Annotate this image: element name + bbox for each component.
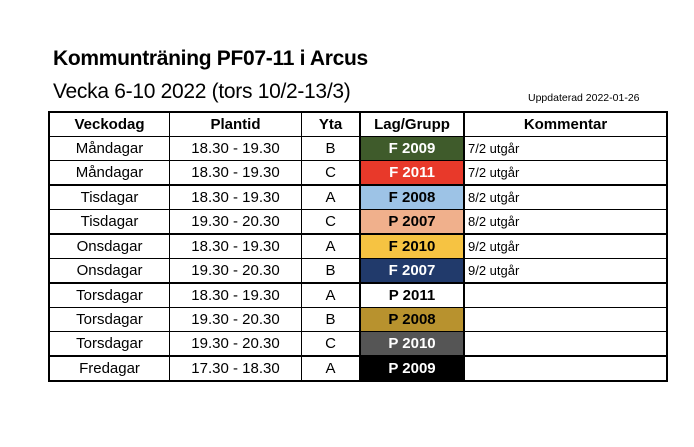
day-cell: Fredagar <box>48 355 170 382</box>
comment-cell: 8/2 utgår <box>463 184 668 210</box>
page-subtitle: Vecka 6-10 2022 (tors 10/2-13/3) <box>53 80 351 103</box>
team-cell: F 2009 <box>359 136 465 161</box>
team-cell: F 2008 <box>359 184 465 210</box>
day-cell: Tisdagar <box>48 209 170 235</box>
area-cell: B <box>301 136 361 161</box>
header-team: Lag/Grupp <box>359 111 465 137</box>
area-cell: A <box>301 282 361 308</box>
time-cell: 18.30 - 19.30 <box>169 282 302 308</box>
header-comment: Kommentar <box>463 111 668 137</box>
updated-date: Uppdaterad 2022-01-26 <box>528 92 640 104</box>
area-cell: A <box>301 233 361 259</box>
area-cell: C <box>301 209 361 235</box>
table-row: Torsdagar 18.30 - 19.30 A P 2011 <box>48 282 668 308</box>
table-row: Onsdagar 19.30 - 20.30 B F 2007 9/2 utgår <box>48 258 668 284</box>
time-cell: 18.30 - 19.30 <box>169 136 302 161</box>
header-time: Plantid <box>169 111 302 137</box>
day-cell: Onsdagar <box>48 258 170 284</box>
day-cell: Måndagar <box>48 160 170 186</box>
time-cell: 19.30 - 20.30 <box>169 331 302 357</box>
page-title: Kommunträning PF07-11 i Arcus <box>53 47 368 70</box>
area-cell: B <box>301 307 361 332</box>
area-cell: A <box>301 184 361 210</box>
team-cell: P 2007 <box>359 209 465 235</box>
time-cell: 19.30 - 20.30 <box>169 307 302 332</box>
time-cell: 18.30 - 19.30 <box>169 160 302 186</box>
comment-cell: 8/2 utgår <box>463 209 668 235</box>
header-area: Yta <box>301 111 361 137</box>
comment-cell <box>463 282 668 308</box>
team-cell: P 2011 <box>359 282 465 308</box>
area-cell: A <box>301 355 361 382</box>
team-cell: P 2008 <box>359 307 465 332</box>
day-cell: Onsdagar <box>48 233 170 259</box>
header-day: Veckodag <box>48 111 170 137</box>
comment-cell: 9/2 utgår <box>463 233 668 259</box>
area-cell: C <box>301 331 361 357</box>
table-row: Fredagar 17.30 - 18.30 A P 2009 <box>48 355 668 382</box>
day-cell: Torsdagar <box>48 331 170 357</box>
time-cell: 19.30 - 20.30 <box>169 209 302 235</box>
comment-cell: 7/2 utgår <box>463 136 668 161</box>
team-cell: F 2010 <box>359 233 465 259</box>
team-cell: F 2011 <box>359 160 465 186</box>
schedule-table: Veckodag Plantid Yta Lag/Grupp Kommentar… <box>48 111 668 382</box>
comment-cell <box>463 331 668 357</box>
comment-cell <box>463 307 668 332</box>
table-row: Onsdagar 18.30 - 19.30 A F 2010 9/2 utgår <box>48 233 668 259</box>
day-cell: Torsdagar <box>48 282 170 308</box>
comment-cell: 7/2 utgår <box>463 160 668 186</box>
table-row: Torsdagar 19.30 - 20.30 C P 2010 <box>48 331 668 357</box>
day-cell: Tisdagar <box>48 184 170 210</box>
header-row: Veckodag Plantid Yta Lag/Grupp Kommentar <box>48 111 668 137</box>
day-cell: Torsdagar <box>48 307 170 332</box>
comment-cell <box>463 355 668 382</box>
area-cell: B <box>301 258 361 284</box>
table-row: Tisdagar 18.30 - 19.30 A F 2008 8/2 utgår <box>48 184 668 210</box>
comment-cell: 9/2 utgår <box>463 258 668 284</box>
table-row: Måndagar 18.30 - 19.30 C F 2011 7/2 utgår <box>48 160 668 186</box>
time-cell: 19.30 - 20.30 <box>169 258 302 284</box>
table-row: Måndagar 18.30 - 19.30 B F 2009 7/2 utgår <box>48 136 668 161</box>
table-row: Tisdagar 19.30 - 20.30 C P 2007 8/2 utgår <box>48 209 668 235</box>
team-cell: P 2010 <box>359 331 465 357</box>
team-cell: P 2009 <box>359 355 465 382</box>
table-row: Torsdagar 19.30 - 20.30 B P 2008 <box>48 307 668 332</box>
time-cell: 18.30 - 19.30 <box>169 184 302 210</box>
day-cell: Måndagar <box>48 136 170 161</box>
team-cell: F 2007 <box>359 258 465 284</box>
time-cell: 17.30 - 18.30 <box>169 355 302 382</box>
time-cell: 18.30 - 19.30 <box>169 233 302 259</box>
area-cell: C <box>301 160 361 186</box>
